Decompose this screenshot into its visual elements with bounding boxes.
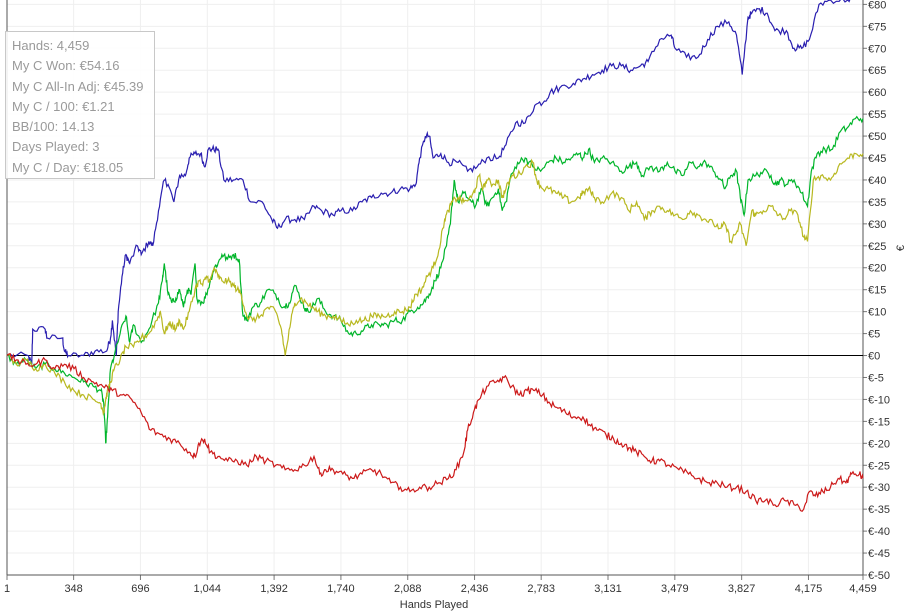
y-tick-label: €10 (868, 307, 886, 319)
x-tick-label: 2,783 (527, 583, 555, 595)
x-tick-label: 1,392 (260, 583, 288, 595)
y-tick-label: €-30 (868, 482, 890, 494)
series-lines (6, 0, 864, 513)
y-tick-label: €75 (868, 21, 886, 33)
y-tick-label: €80 (868, 0, 886, 11)
y-tick-label: €-15 (868, 416, 890, 428)
x-tick-label: 1 (4, 583, 10, 595)
stat-allin-adj: My C All-In Adj: €45.39 (12, 78, 144, 94)
x-tick-label: 4,459 (849, 583, 877, 595)
x-tick-label: 3,827 (728, 583, 756, 595)
y-tick-label: €-40 (868, 526, 890, 538)
y-tick-label: €0 (868, 351, 880, 363)
stat-per-100: My C / 100: €1.21 (12, 98, 115, 114)
y-axis-label: € (895, 245, 907, 251)
y-tick-label: €25 (868, 241, 886, 253)
stats-panel: Hands: 4,459 My C Won: €54.16 My C All-I… (5, 31, 155, 179)
stat-hands: Hands: 4,459 (12, 38, 90, 53)
x-tick-label: 3,479 (661, 583, 689, 595)
y-tick-label: €30 (868, 219, 886, 231)
x-axis-label: Hands Played (400, 599, 469, 611)
stat-bb-100: BB/100: 14.13 (12, 119, 95, 135)
y-tick-label: €50 (868, 131, 886, 143)
y-tick-label: €20 (868, 263, 886, 275)
series-line-3 (6, 152, 864, 416)
y-tick-label: €-25 (868, 460, 890, 472)
x-tick-label: 2,088 (394, 583, 422, 595)
x-tick-label: 696 (131, 583, 149, 595)
x-tick-label: 1,740 (327, 583, 355, 595)
y-tick-label: €-5 (868, 372, 884, 384)
y-tick-label: €55 (868, 109, 886, 121)
y-tick-labels: €80 €75 €70 €65 €60 €55 €50 €45 €40 €35 €30 €25 €20 €… (868, 0, 890, 582)
x-tick-label: 2,436 (461, 583, 489, 595)
x-tick-label: 4,175 (795, 583, 823, 595)
stat-per-day: My C / Day: €18.05 (12, 159, 124, 175)
y-tick-label: €65 (868, 65, 886, 77)
y-tick-label: €60 (868, 87, 886, 99)
x-tick-label: 3,131 (594, 583, 622, 595)
y-tick-label: €15 (868, 285, 886, 297)
stat-won: My C Won: €54.16 (12, 58, 120, 74)
series-line-4 (6, 352, 864, 513)
y-tick-label: €70 (868, 43, 886, 55)
y-tick-label: €45 (868, 153, 886, 165)
series-line-1 (6, 0, 851, 365)
y-tick-label: €-10 (868, 394, 890, 406)
x-tick-labels: 1 348 696 1,044 1,392 1,740 2,088 2,436 2,783 3,1… (4, 583, 877, 595)
x-tick-label: 348 (64, 583, 82, 595)
stat-days-played: Days Played: 3 (12, 139, 100, 155)
y-tick-label: €5 (868, 329, 880, 341)
series-line-2 (6, 115, 864, 444)
y-tick-label: €-20 (868, 438, 890, 450)
y-tick-label: €40 (868, 175, 886, 187)
axes (6, 0, 867, 580)
y-tick-label: €35 (868, 197, 886, 209)
y-tick-label: €-35 (868, 504, 890, 516)
y-tick-label: €-45 (868, 548, 890, 560)
y-tick-label: €-50 (868, 570, 890, 582)
x-tick-label: 1,044 (194, 583, 222, 595)
